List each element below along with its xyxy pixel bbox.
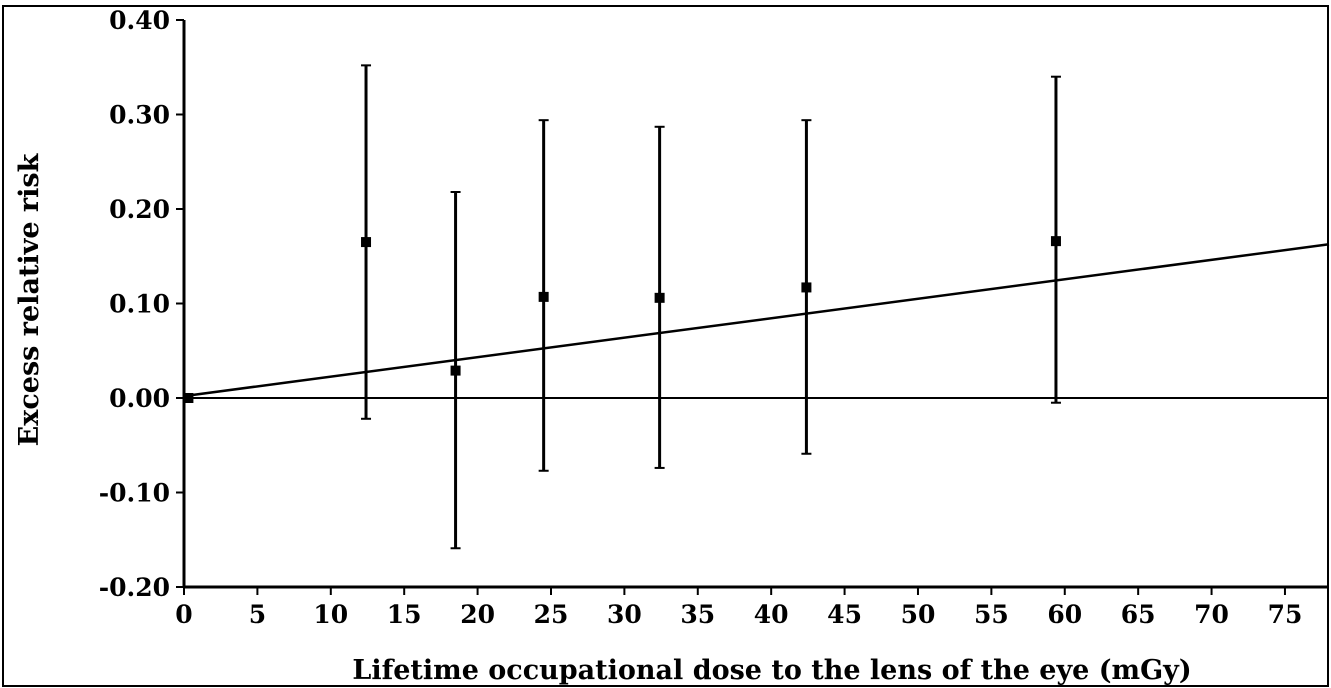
x-tick-label: 60 (1047, 600, 1082, 629)
chart-frame (2, 5, 1329, 687)
data-point (183, 393, 194, 403)
fit-line (183, 243, 1330, 398)
axes-group (176, 19, 1329, 595)
y-tick-label: 0.00 (109, 384, 170, 413)
y-tick-label: -0.20 (99, 573, 170, 602)
y-tick-label: 0.10 (109, 290, 170, 319)
x-tick-label: 15 (387, 600, 422, 629)
data-points-group (183, 236, 1061, 403)
x-tick-label: 30 (607, 600, 642, 629)
x-tick-label: 0 (175, 600, 192, 629)
x-tick-label: 45 (827, 600, 862, 629)
data-point (654, 292, 665, 303)
x-tick-label: 75 (1268, 600, 1303, 629)
data-point (538, 291, 549, 302)
x-tick-label: 35 (680, 600, 715, 629)
data-point (450, 365, 461, 376)
x-tick-label: 70 (1194, 600, 1229, 629)
data-point (1050, 236, 1061, 247)
x-tick-label: 40 (754, 600, 789, 629)
x-tick-labels-group: 0 5 10 15 20 25 30 35 40 45 50 55 60 65 70 75 (175, 600, 1302, 629)
y-tick-label: 0.30 (109, 101, 170, 130)
y-tick-label: 0.20 (109, 195, 170, 224)
fit-line-group (183, 243, 1330, 398)
x-tick-label: 10 (313, 600, 348, 629)
x-tick-label: 50 (901, 600, 936, 629)
x-axis-title: Lifetime occupational dose to the lens o… (352, 655, 1191, 686)
x-tick-label: 25 (534, 600, 569, 629)
x-tick-label: 20 (460, 600, 495, 629)
data-point (361, 237, 372, 248)
x-tick-label: 5 (249, 600, 266, 629)
x-tick-label: 55 (974, 600, 1009, 629)
y-axis-title: Excess relative risk (14, 152, 45, 446)
data-point (801, 282, 812, 293)
y-tick-label: 0.40 (109, 6, 170, 35)
y-tick-labels-group: 0.40 0.30 0.20 0.10 0.00 -0.10 -0.20 (99, 6, 170, 602)
y-tick-label: -0.10 (99, 479, 170, 508)
x-tick-label: 65 (1121, 600, 1156, 629)
